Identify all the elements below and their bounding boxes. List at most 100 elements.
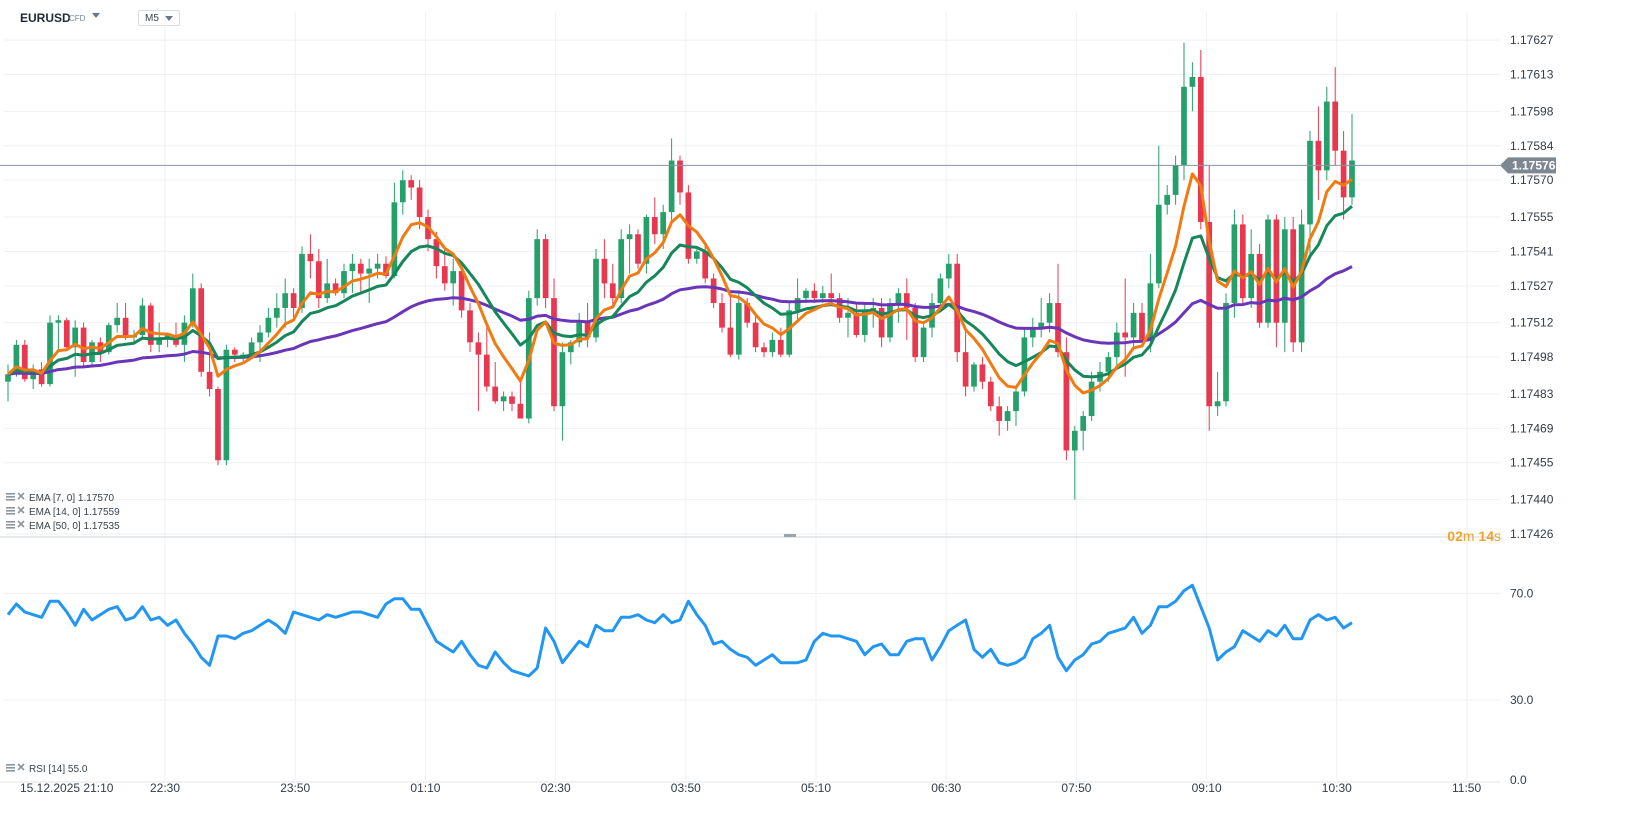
candle-body xyxy=(450,271,457,284)
candle-body xyxy=(735,303,742,355)
indicator-value: 1.17535 xyxy=(83,521,120,532)
countdown-seconds-unit: s xyxy=(1494,528,1501,544)
close-icon[interactable] xyxy=(17,492,25,500)
candle-body xyxy=(399,180,406,203)
candle xyxy=(231,347,238,362)
price-tick-label: 1.17598 xyxy=(1510,104,1554,118)
price-tick-label: 1.17483 xyxy=(1510,387,1554,401)
candle-body xyxy=(1239,224,1246,299)
candle xyxy=(341,263,347,299)
candle-body xyxy=(1071,430,1078,451)
candle-body xyxy=(500,396,507,402)
close-icon-stroke xyxy=(17,492,25,500)
candle-body xyxy=(1340,150,1347,198)
rsi-panel: 70.0 30.0 0.0 xyxy=(6,583,1534,787)
candle xyxy=(63,317,70,350)
candle xyxy=(1088,371,1095,421)
candle xyxy=(945,253,952,289)
candle-body xyxy=(887,303,893,338)
candle xyxy=(80,322,87,367)
candle xyxy=(1231,209,1238,318)
price-tick-label: 1.17455 xyxy=(1510,456,1554,470)
candle xyxy=(1248,229,1255,308)
close-icon[interactable] xyxy=(17,506,25,514)
timeframe-dropdown-icon xyxy=(165,16,173,21)
candle-body xyxy=(1013,391,1019,412)
candle xyxy=(1281,217,1288,353)
candle xyxy=(920,322,927,362)
candle-body xyxy=(248,342,255,355)
candle xyxy=(1214,371,1221,417)
candle-body xyxy=(626,234,633,240)
candle xyxy=(215,386,221,466)
candle-body xyxy=(819,293,826,299)
timeframe-select[interactable]: M5 xyxy=(138,10,180,26)
candle xyxy=(710,273,717,308)
close-icon[interactable] xyxy=(17,763,25,771)
candle xyxy=(408,175,415,200)
candle-body xyxy=(651,217,658,235)
candle xyxy=(559,342,566,441)
chart-toolbar: EURUSD CFD M5 xyxy=(0,0,1626,34)
candle-body xyxy=(534,239,541,299)
candle-body xyxy=(139,305,146,335)
legend-ema-7[interactable]: EMA [7, 0] 1.17570 xyxy=(6,492,115,504)
candle-body xyxy=(1223,303,1229,402)
indicator-legend: EMA [7, 0] 1.17570 EMA [14, 0] 1.17559 EMA… xyxy=(6,492,120,775)
legend-ema-50[interactable]: EMA [50, 0] 1.17535 xyxy=(6,520,120,532)
candle xyxy=(1147,253,1154,353)
time-tick-label: 15.12.2025 21:10 xyxy=(20,781,114,795)
candle xyxy=(47,315,53,387)
candle xyxy=(727,290,734,358)
candle-body xyxy=(693,251,700,259)
legend-ema-14[interactable]: EMA [14, 0] 1.17559 xyxy=(6,506,120,518)
candle xyxy=(399,170,406,215)
candle-body xyxy=(206,371,213,390)
candle xyxy=(962,327,969,397)
candle xyxy=(719,293,725,333)
candle-body xyxy=(72,327,79,348)
candle xyxy=(1307,131,1313,254)
menu-icon-bar xyxy=(6,496,15,498)
symbol-name[interactable]: EURUSD xyxy=(20,11,71,25)
legend-rsi[interactable]: RSI [14] 55.0 xyxy=(6,763,88,775)
countdown-minutes-unit: m xyxy=(1462,528,1475,544)
candle-body xyxy=(576,322,583,343)
candle-body xyxy=(861,310,868,335)
current-price-tag xyxy=(1500,157,1556,174)
close-icon[interactable] xyxy=(17,520,25,528)
time-axis: 15.12.2025 21:10 22:30 23:50 01:10 02:30 03:5… xyxy=(20,781,1481,795)
time-tick-label: 22:30 xyxy=(150,781,180,795)
candle xyxy=(441,248,448,291)
candle-body xyxy=(156,337,163,345)
candle-body xyxy=(509,396,515,404)
candle-body xyxy=(517,403,524,419)
candle xyxy=(5,364,11,402)
candle-body xyxy=(441,266,448,284)
price-tick-label: 1.17469 xyxy=(1510,421,1554,435)
candle-body xyxy=(383,263,389,276)
candle-body xyxy=(853,312,860,335)
candle xyxy=(677,155,683,205)
menu-icon-bar xyxy=(6,493,15,495)
candle xyxy=(273,293,280,328)
candle xyxy=(1113,322,1120,367)
close-icon-stroke xyxy=(17,506,25,514)
candle-body xyxy=(408,180,415,188)
candle xyxy=(752,312,759,353)
candle xyxy=(1315,106,1322,200)
price-tick-label: 1.17627 xyxy=(1510,33,1554,47)
ema-7-line xyxy=(7,172,1353,395)
candle-body xyxy=(1323,101,1330,171)
current-price-label: 1.17576 xyxy=(1512,158,1556,172)
symbol-dropdown-icon[interactable] xyxy=(92,13,100,18)
candle-body xyxy=(374,263,381,269)
timeframe-label: M5 xyxy=(145,13,159,24)
candle-body xyxy=(433,239,440,267)
candle-body xyxy=(1021,337,1028,392)
candle xyxy=(509,391,515,412)
candle xyxy=(55,315,62,353)
menu-icon-bar xyxy=(6,521,15,523)
panel-resize-handle xyxy=(784,534,796,537)
